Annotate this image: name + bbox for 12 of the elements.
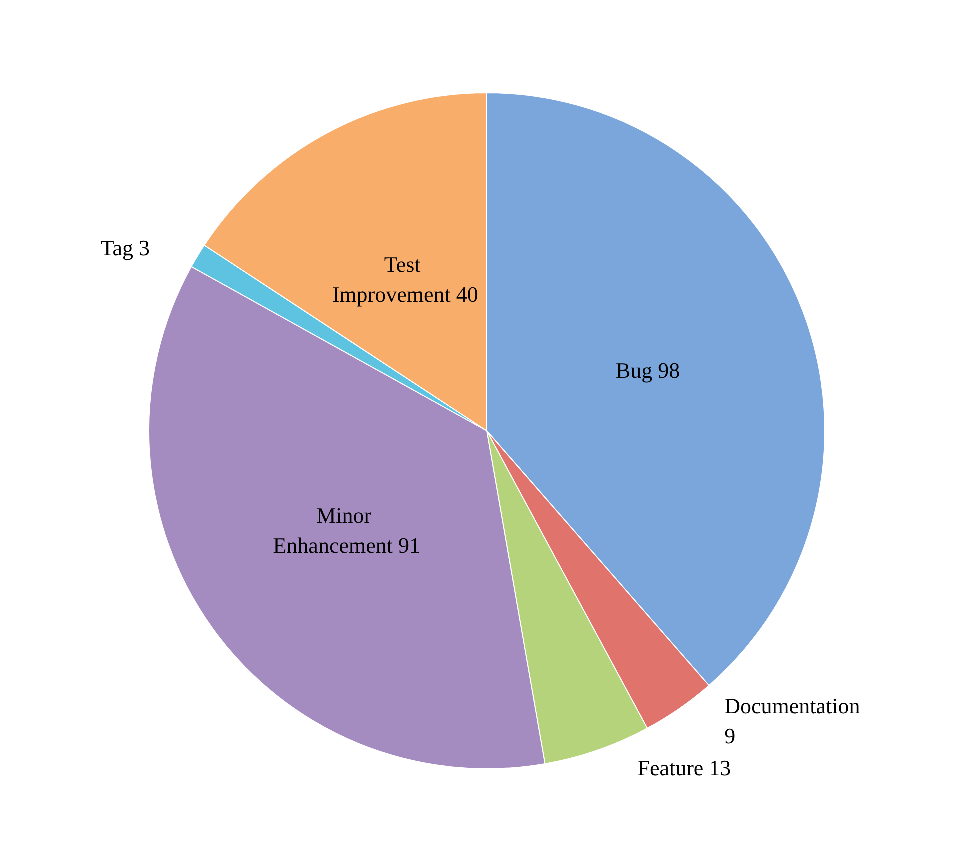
data-label: 13 [709,756,732,781]
slice-label: Tag [100,236,134,261]
slice-label: Documentation [724,694,860,719]
slice-label: Test Improvement [332,252,451,308]
slice-label: Minor Enhancement [273,503,393,558]
slice-label: Feature [638,756,704,781]
data-label: 9 [724,724,736,749]
data-label: 91 [398,533,420,558]
slice-label: Bug [616,358,653,384]
data-label: 3 [138,236,150,261]
data-label: 40 [456,282,478,308]
data-label: 98 [658,358,680,384]
